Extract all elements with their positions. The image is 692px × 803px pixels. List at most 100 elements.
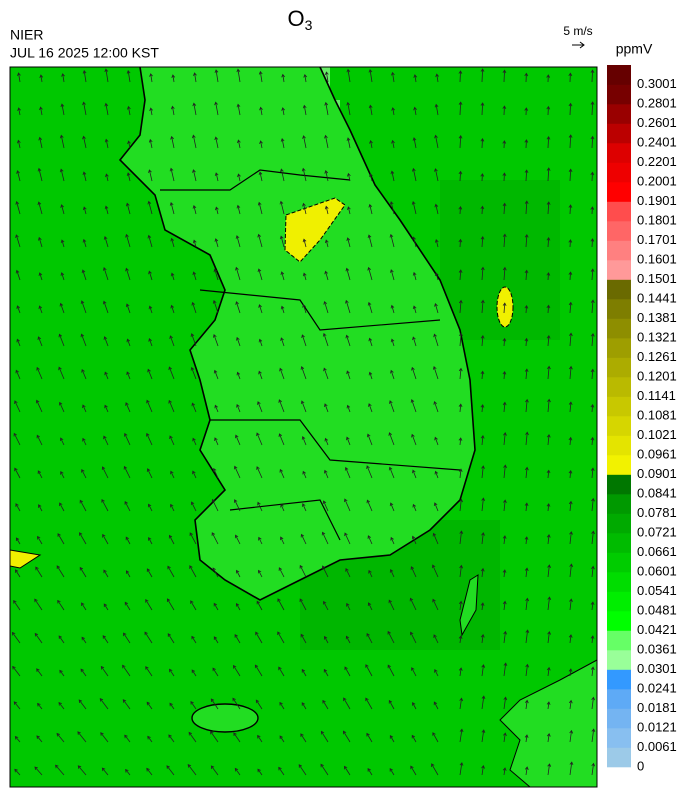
wind-arrow bbox=[144, 631, 153, 644]
wind-arrow bbox=[503, 499, 507, 512]
wind-arrow bbox=[124, 432, 131, 446]
wind-arrow bbox=[480, 567, 485, 578]
wind-arrow bbox=[15, 569, 21, 578]
wind-arrow bbox=[524, 766, 529, 776]
wind-arrow bbox=[13, 432, 21, 446]
wind-arrow bbox=[301, 334, 307, 347]
colorbar: 0 0.0061 0.0121 0.0181 0.0241 0.0301 0.0361 0.0… bbox=[607, 65, 677, 773]
wind-arrow bbox=[390, 304, 395, 314]
wind-arrow bbox=[590, 635, 595, 644]
wind-arrow bbox=[324, 403, 329, 413]
wind-arrow bbox=[103, 569, 109, 578]
wind-arrow bbox=[280, 168, 285, 182]
wind-arrow bbox=[546, 701, 551, 710]
wind-arrow bbox=[345, 267, 351, 281]
wind-arrow bbox=[412, 236, 417, 248]
wind-arrow bbox=[346, 237, 351, 248]
wind-arrow bbox=[590, 368, 595, 380]
wind-arrow bbox=[546, 666, 551, 677]
wind-arrow bbox=[257, 268, 263, 281]
wind-arrow bbox=[191, 301, 197, 314]
wind-arrow bbox=[502, 302, 507, 314]
wind-arrow bbox=[14, 768, 21, 776]
wind-arrow bbox=[524, 169, 529, 182]
wind-arrow bbox=[434, 303, 439, 314]
colorbar-label: 0.1901 bbox=[637, 193, 677, 208]
wind-arrow bbox=[366, 499, 373, 512]
wind-arrow bbox=[524, 567, 529, 578]
wind-arrow bbox=[346, 101, 351, 116]
wind-arrow bbox=[434, 103, 439, 116]
wind-arrow bbox=[324, 205, 329, 215]
wind-arrow bbox=[458, 238, 463, 248]
wind-arrow bbox=[591, 696, 596, 710]
wind-arrow bbox=[413, 74, 418, 83]
wind-arrow bbox=[431, 564, 439, 578]
wind-arrow bbox=[278, 399, 285, 413]
wind-arrow bbox=[346, 404, 351, 413]
wind-arrow bbox=[234, 534, 241, 545]
wind-arrow bbox=[193, 72, 197, 83]
wind-arrow bbox=[13, 701, 21, 710]
wind-arrow bbox=[412, 702, 417, 710]
wind-arrow bbox=[346, 68, 351, 83]
wind-arrow bbox=[37, 702, 43, 710]
colorbar-label: 0.0421 bbox=[637, 622, 677, 637]
wind-arrow bbox=[17, 72, 21, 83]
wind-arrow bbox=[82, 135, 87, 149]
wind-arrow bbox=[480, 173, 485, 182]
colorbar-label: 0.1201 bbox=[637, 368, 677, 383]
wind-arrow bbox=[38, 272, 43, 281]
colorbar-box bbox=[607, 396, 631, 417]
wind-arrow bbox=[189, 532, 197, 545]
wind-arrow bbox=[149, 107, 154, 116]
colorbar-box bbox=[607, 708, 631, 729]
wind-arrow bbox=[590, 69, 595, 83]
wind-arrow bbox=[458, 205, 463, 215]
wind-arrow bbox=[234, 767, 241, 776]
wind-arrow bbox=[546, 167, 551, 182]
wind-arrow bbox=[480, 404, 485, 413]
wind-arrow bbox=[324, 239, 329, 248]
wind-arrow bbox=[503, 662, 508, 677]
wind-arrow bbox=[390, 369, 395, 380]
colorbar-box bbox=[607, 123, 631, 144]
wind-arrow bbox=[169, 335, 175, 347]
wind-arrow bbox=[391, 71, 395, 83]
wind-arrow bbox=[410, 566, 417, 578]
wind-arrow bbox=[280, 503, 285, 512]
wind-arrow bbox=[60, 239, 65, 248]
wind-arrow bbox=[59, 669, 65, 677]
colorbar-label: 0.0121 bbox=[637, 719, 677, 734]
wind-arrow bbox=[279, 468, 285, 479]
wind-arrow bbox=[301, 436, 307, 446]
wind-arrow bbox=[210, 698, 219, 710]
wind-arrow bbox=[302, 135, 307, 149]
wind-arrow bbox=[480, 266, 485, 281]
wind-arrow bbox=[546, 201, 551, 215]
wind-arrow bbox=[569, 563, 574, 578]
wind-arrow bbox=[191, 134, 197, 149]
wind-arrow bbox=[433, 502, 439, 512]
wind-arrow bbox=[258, 338, 263, 347]
wind-arrow bbox=[15, 503, 21, 512]
wind-arrow bbox=[323, 367, 329, 380]
wind-arrow bbox=[235, 301, 241, 314]
wind-arrow bbox=[568, 699, 573, 710]
wind-arrow bbox=[568, 72, 573, 83]
wind-arrow bbox=[568, 301, 573, 314]
wind-arrow bbox=[60, 204, 65, 215]
wind-arrow bbox=[170, 503, 175, 512]
colorbar-box bbox=[607, 221, 631, 241]
wind-arrow bbox=[188, 731, 197, 743]
wind-arrow bbox=[458, 70, 463, 83]
wind-arrow bbox=[569, 598, 573, 611]
colorbar-box bbox=[607, 494, 631, 514]
coastline bbox=[118, 66, 476, 601]
colorbar-box bbox=[607, 162, 631, 183]
wind-arrow bbox=[55, 764, 65, 776]
wind-arrow bbox=[214, 437, 219, 446]
wind-arrow bbox=[300, 633, 307, 644]
colorbar-label: 0.2601 bbox=[637, 115, 677, 130]
wind-arrow bbox=[167, 633, 175, 644]
